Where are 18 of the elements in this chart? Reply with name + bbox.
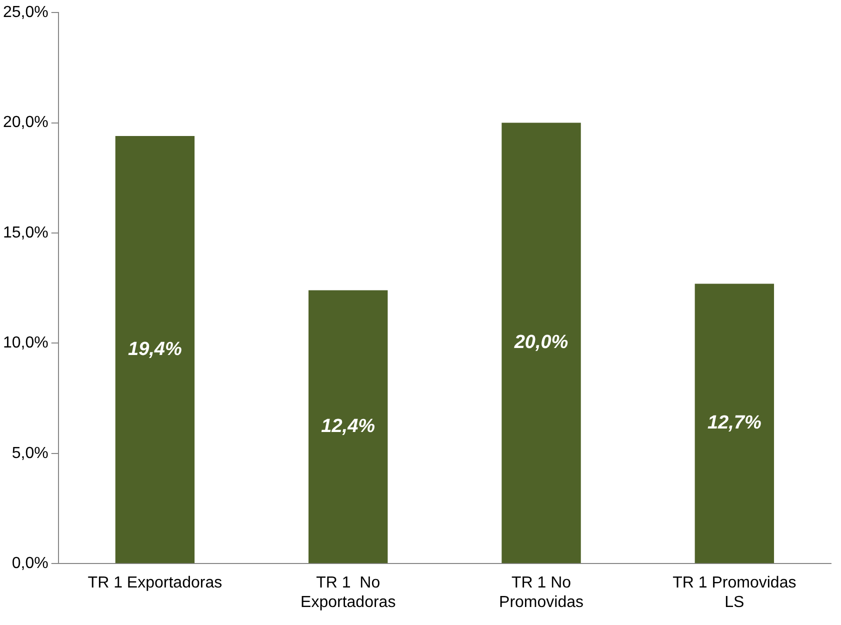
y-tick-label: 15,0%	[2, 224, 48, 242]
x-tick-label: TR 1 Exportadoras	[88, 574, 222, 592]
y-tick-label: 20,0%	[2, 114, 48, 132]
data-label: 19,4%	[128, 338, 182, 360]
data-label: 12,4%	[321, 416, 376, 437]
x-tick-label: TR 1 Promovidas LS	[672, 574, 796, 611]
bar	[115, 136, 195, 564]
data-label: 12,7%	[707, 412, 762, 434]
y-tick-label: 5,0%	[12, 444, 48, 462]
x-tick-label: TR 1 No Promovidas	[499, 574, 584, 611]
x-tick-label: TR 1 No Exportadoras	[300, 574, 396, 611]
y-tick-label: 0,0%	[12, 555, 48, 572]
bar	[308, 290, 388, 564]
bar	[502, 122, 581, 564]
y-tick-label: 10,0%	[2, 334, 48, 352]
data-label: 20,0%	[513, 332, 568, 354]
bar	[694, 284, 774, 564]
y-tick-label: 25,0%	[2, 4, 48, 22]
